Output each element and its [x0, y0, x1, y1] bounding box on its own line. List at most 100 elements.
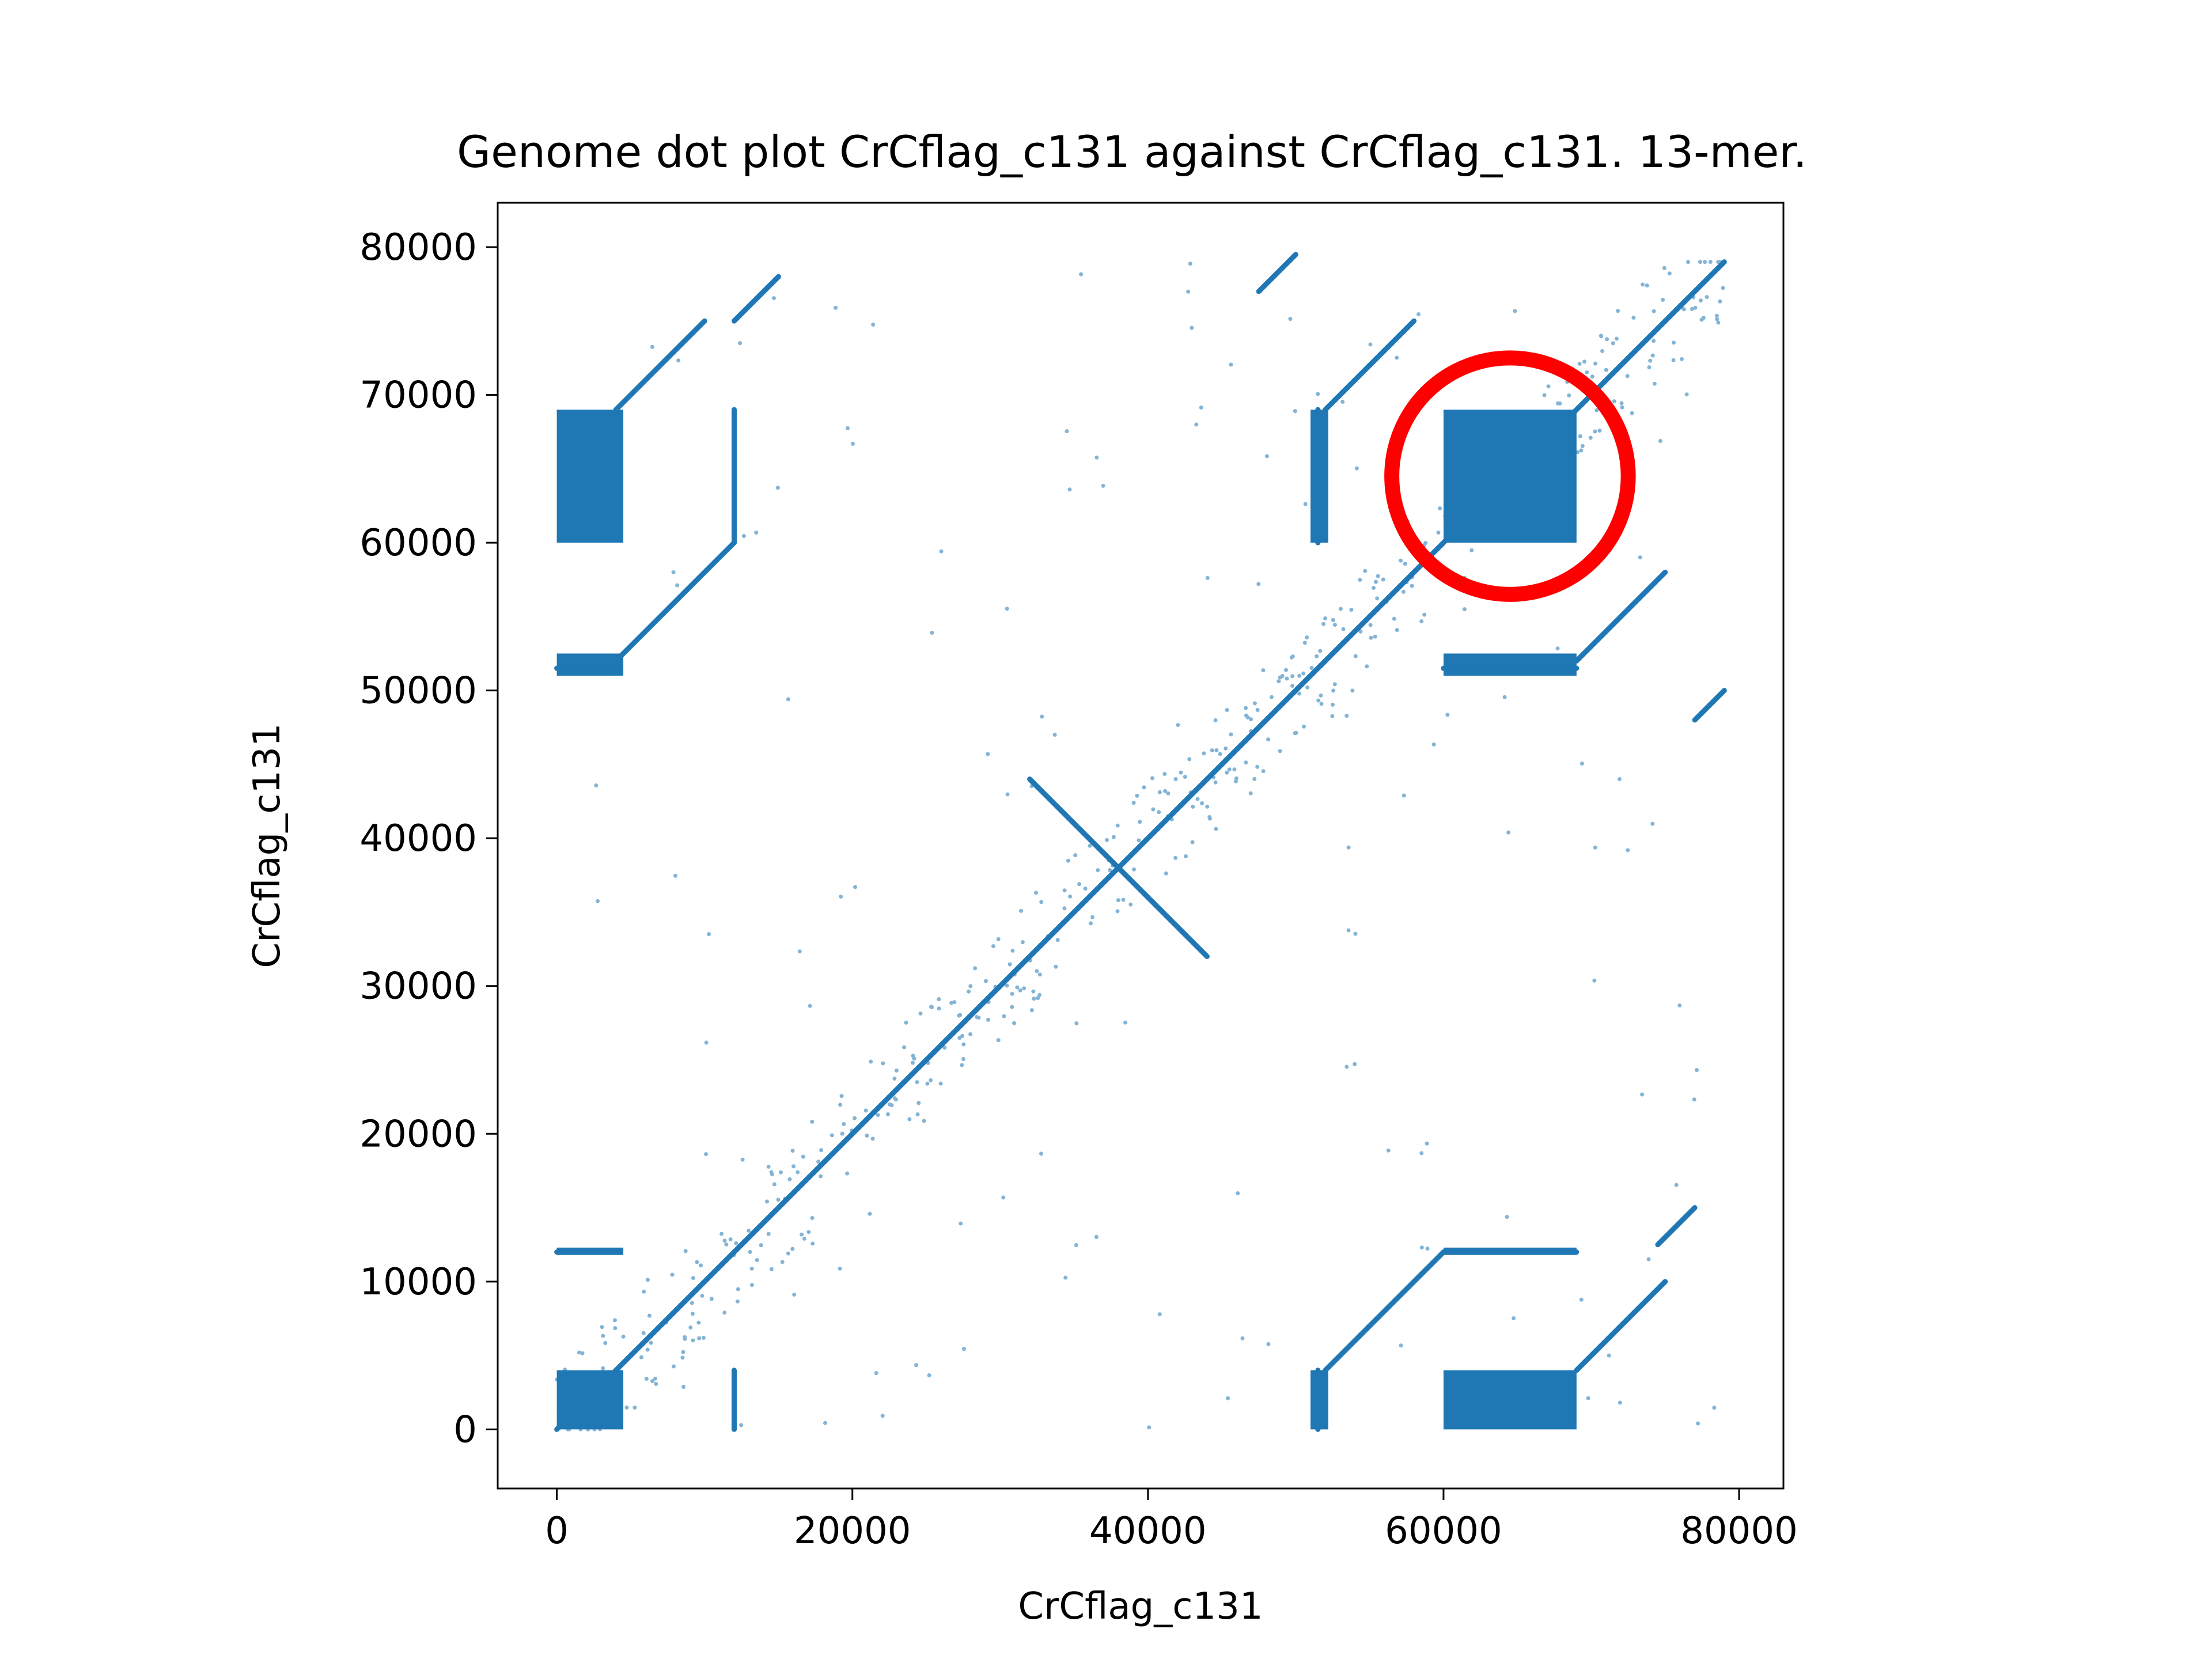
scatter-point — [759, 1243, 763, 1248]
scatter-point — [1138, 820, 1142, 824]
scatter-point — [1716, 320, 1721, 325]
scatter-point — [1079, 272, 1084, 276]
scatter-point — [1309, 665, 1314, 670]
scatter-point — [1555, 646, 1560, 651]
scatter-point — [1195, 797, 1200, 801]
scatter-point — [1318, 649, 1323, 653]
scatter-point — [1205, 804, 1210, 809]
scatter-point — [1646, 1257, 1651, 1262]
scatter-point — [680, 1355, 685, 1360]
scatter-point — [701, 1336, 706, 1340]
scatter-point — [1567, 393, 1571, 397]
scatter-point — [1018, 988, 1022, 993]
scatter-point — [968, 1032, 973, 1036]
scatter-point — [1214, 748, 1219, 752]
scatter-point — [681, 1350, 685, 1354]
scatter-point — [1147, 1425, 1152, 1430]
scatter-point — [1157, 790, 1162, 794]
scatter-point — [1684, 392, 1689, 397]
scatter-point — [1340, 399, 1345, 404]
scatter-point — [801, 1154, 805, 1159]
scatter-point — [645, 1347, 650, 1352]
scatter-point — [927, 1373, 931, 1377]
scatter-point — [1677, 1003, 1682, 1007]
scatter-point — [961, 1057, 965, 1062]
scatter-point — [1705, 295, 1709, 300]
scatter-point — [996, 1038, 1001, 1043]
scatter-point — [647, 1313, 652, 1318]
scatter-point — [1513, 309, 1517, 313]
scatter-point — [1399, 1343, 1403, 1348]
scatter-point — [1142, 785, 1146, 790]
scatter-point — [1157, 810, 1161, 815]
scatter-point — [922, 1119, 926, 1123]
scatter-point — [880, 1414, 885, 1418]
scatter-point — [876, 1113, 880, 1118]
scatter-point — [1346, 928, 1351, 933]
scatter-point — [790, 1247, 795, 1251]
scatter-point — [790, 1148, 795, 1153]
scatter-point — [1305, 635, 1309, 640]
scatter-point — [1469, 548, 1474, 552]
scatter-point — [916, 1101, 921, 1105]
scatter-point — [996, 937, 1001, 941]
scatter-point — [1431, 742, 1436, 747]
scatter-point — [1034, 891, 1039, 895]
y-tick-label: 30000 — [359, 965, 477, 1008]
scatter-point — [1066, 858, 1070, 863]
scatter-point — [1693, 305, 1698, 310]
scatter-point — [1436, 530, 1441, 535]
scatter-point — [1191, 804, 1195, 809]
scatter-point — [675, 583, 680, 588]
scatter-point — [1187, 757, 1192, 762]
scatter-point — [870, 1137, 875, 1141]
scatter-point — [1290, 674, 1295, 679]
scatter-point — [1151, 807, 1156, 812]
scatter-point — [1305, 685, 1310, 690]
alignment-segment — [1574, 1279, 1668, 1373]
alignment-segment — [1692, 688, 1727, 723]
scatter-point — [1376, 574, 1380, 578]
scatter-point — [1256, 582, 1261, 586]
scatter-point — [1612, 399, 1616, 404]
scatter-point — [1277, 679, 1281, 684]
scatter-point — [776, 1198, 781, 1202]
scatter-point — [645, 1278, 650, 1282]
scatter-point — [810, 1119, 815, 1124]
scatter-point — [800, 1232, 804, 1237]
scatter-point — [1721, 286, 1725, 290]
chart-title: Genome dot plot CrCflag_c131 against CrC… — [457, 126, 1807, 177]
scatter-point — [1248, 791, 1253, 796]
scatter-point — [792, 1292, 797, 1297]
scatter-point — [819, 1174, 823, 1179]
scatter-point — [1266, 1342, 1271, 1346]
scatter-point — [1395, 628, 1399, 632]
scatter-point — [1671, 340, 1676, 345]
scatter-point — [1631, 316, 1636, 320]
scatter-point — [580, 1351, 585, 1355]
scatter-point — [1330, 714, 1335, 718]
scatter-point — [1294, 730, 1298, 735]
scatter-point — [1150, 776, 1154, 781]
scatter-point — [1368, 623, 1373, 627]
scatter-point — [1381, 577, 1385, 582]
scatter-point — [696, 1320, 701, 1325]
scatter-point — [786, 697, 791, 702]
scatter-point — [915, 1112, 920, 1117]
scatter-point — [1302, 724, 1306, 729]
scatter-point — [676, 358, 681, 363]
scatter-point — [1039, 1152, 1043, 1156]
scatter-point — [624, 1406, 629, 1410]
scatter-point — [1210, 748, 1214, 753]
repeat-block — [556, 653, 624, 676]
scatter-point — [1718, 299, 1722, 304]
scatter-point — [1029, 1008, 1034, 1013]
scatter-point — [1074, 1021, 1079, 1026]
scatter-point — [1227, 767, 1232, 772]
annotation-circle — [1384, 350, 1636, 602]
scatter-point — [957, 1013, 961, 1018]
y-tick-label: 10000 — [359, 1261, 477, 1304]
scatter-point — [830, 1133, 834, 1138]
scatter-point — [1290, 654, 1295, 659]
scatter-point — [1542, 393, 1547, 397]
